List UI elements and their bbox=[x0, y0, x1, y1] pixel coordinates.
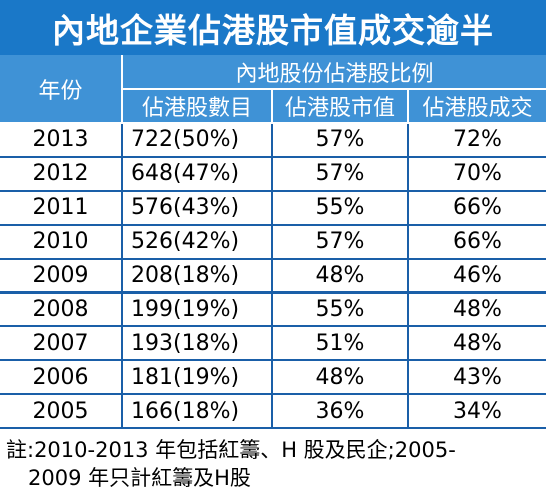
footnote-line-2: 2009 年只計紅籌及H股 bbox=[28, 466, 251, 490]
count-cell: 181(19%) bbox=[123, 361, 271, 394]
count-cell: 576(43%) bbox=[123, 191, 271, 224]
year-cell: 2007 bbox=[0, 327, 121, 360]
mcap-cell: 48% bbox=[273, 259, 407, 292]
header-count: 佔港股數目 bbox=[123, 90, 271, 122]
count-cell: 199(19%) bbox=[123, 293, 271, 326]
mcap-cell: 51% bbox=[273, 327, 407, 360]
year-cell: 2013 bbox=[0, 124, 121, 156]
table-row: 2010 526(42%) 57% 66% bbox=[0, 225, 546, 260]
footnote: 註:2010-2013 年包括紅籌、H 股及民企;2005- 2009 年只計紅… bbox=[6, 436, 542, 492]
header-year: 年份 bbox=[0, 55, 121, 122]
year-cell: 2011 bbox=[0, 191, 121, 224]
year-cell: 2006 bbox=[0, 361, 121, 394]
turnover-cell: 34% bbox=[409, 395, 546, 428]
turnover-cell: 66% bbox=[409, 225, 546, 258]
count-cell: 722(50%) bbox=[123, 124, 271, 156]
year-cell: 2009 bbox=[0, 259, 121, 292]
turnover-cell: 66% bbox=[409, 191, 546, 224]
table-body: 2013 722(50%) 57% 72% 2012 648(47%) 57% 70% 2011… bbox=[0, 124, 546, 430]
turnover-cell: 43% bbox=[409, 361, 546, 394]
turnover-cell: 48% bbox=[409, 293, 546, 326]
turnover-cell: 70% bbox=[409, 157, 546, 190]
mcap-cell: 55% bbox=[273, 293, 407, 326]
table-row: 2012 648(47%) 57% 70% bbox=[0, 157, 546, 192]
mcap-cell: 48% bbox=[273, 361, 407, 394]
table-row: 2008 199(19%) 55% 48% bbox=[0, 293, 546, 328]
turnover-cell: 46% bbox=[409, 259, 546, 292]
footnote-line-1: 註:2010-2013 年包括紅籌、H 股及民企;2005- bbox=[6, 438, 456, 462]
header-group: 內地股份佔港股比例 bbox=[123, 55, 546, 88]
table-row: 2006 181(19%) 48% 43% bbox=[0, 361, 546, 395]
count-cell: 193(18%) bbox=[123, 327, 271, 360]
table-row: 2009 208(18%) 48% 46% bbox=[0, 259, 546, 294]
header-mcap: 佔港股市值 bbox=[273, 90, 407, 122]
count-cell: 166(18%) bbox=[123, 395, 271, 428]
mcap-cell: 36% bbox=[273, 395, 407, 428]
mcap-cell: 57% bbox=[273, 124, 407, 156]
header-turnover: 佔港股成交 bbox=[409, 90, 546, 122]
table-row: 2013 722(50%) 57% 72% bbox=[0, 124, 546, 158]
chart-title: 內地企業佔港股市值成交逾半 bbox=[0, 0, 546, 55]
year-cell: 2010 bbox=[0, 225, 121, 258]
table-row: 2011 576(43%) 55% 66% bbox=[0, 191, 546, 226]
turnover-cell: 48% bbox=[409, 327, 546, 360]
table-row: 2005 166(18%) 36% 34% bbox=[0, 395, 546, 429]
mcap-cell: 55% bbox=[273, 191, 407, 224]
year-cell: 2005 bbox=[0, 395, 121, 428]
count-cell: 648(47%) bbox=[123, 157, 271, 190]
count-cell: 208(18%) bbox=[123, 259, 271, 292]
mcap-cell: 57% bbox=[273, 225, 407, 258]
turnover-cell: 72% bbox=[409, 124, 546, 156]
year-cell: 2008 bbox=[0, 293, 121, 326]
year-cell: 2012 bbox=[0, 157, 121, 190]
mcap-cell: 57% bbox=[273, 157, 407, 190]
table-row: 2007 193(18%) 51% 48% bbox=[0, 327, 546, 361]
count-cell: 526(42%) bbox=[123, 225, 271, 258]
